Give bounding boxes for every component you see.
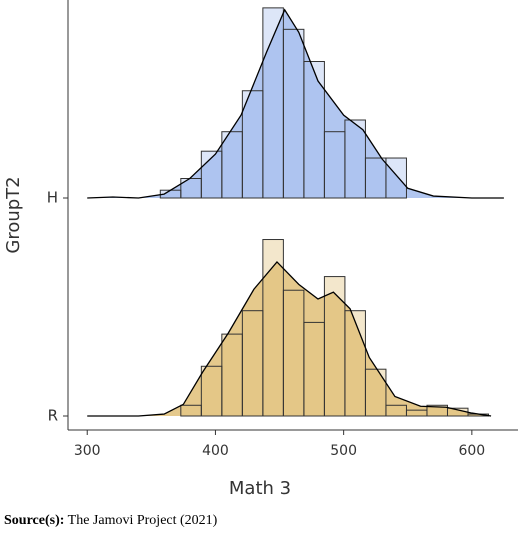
caption-label: Source(s): bbox=[4, 513, 64, 528]
density-area bbox=[87, 261, 492, 416]
histogram-bar-outline bbox=[385, 157, 407, 199]
x-tick-label: 600 bbox=[458, 443, 485, 459]
x-tick-label: 300 bbox=[74, 443, 101, 459]
x-tick-label: 400 bbox=[202, 443, 229, 459]
y-axis-label: GroupT2 bbox=[3, 176, 24, 253]
caption-text: The Jamovi Project (2021) bbox=[68, 513, 218, 528]
y-tick-label: H bbox=[47, 189, 58, 207]
density-line bbox=[87, 260, 492, 417]
caption: Source(s): The Jamovi Project (2021) bbox=[4, 513, 218, 528]
density-area bbox=[87, 9, 504, 199]
y-tick-label: R bbox=[48, 407, 58, 425]
x-tick-label: 500 bbox=[330, 443, 357, 459]
x-axis-label: Math 3 bbox=[229, 478, 291, 499]
histogram-bar-outline bbox=[364, 368, 387, 417]
histogram-bar-outline bbox=[344, 310, 366, 417]
histogram-bar-outline bbox=[303, 61, 325, 199]
density-line bbox=[87, 8, 504, 199]
